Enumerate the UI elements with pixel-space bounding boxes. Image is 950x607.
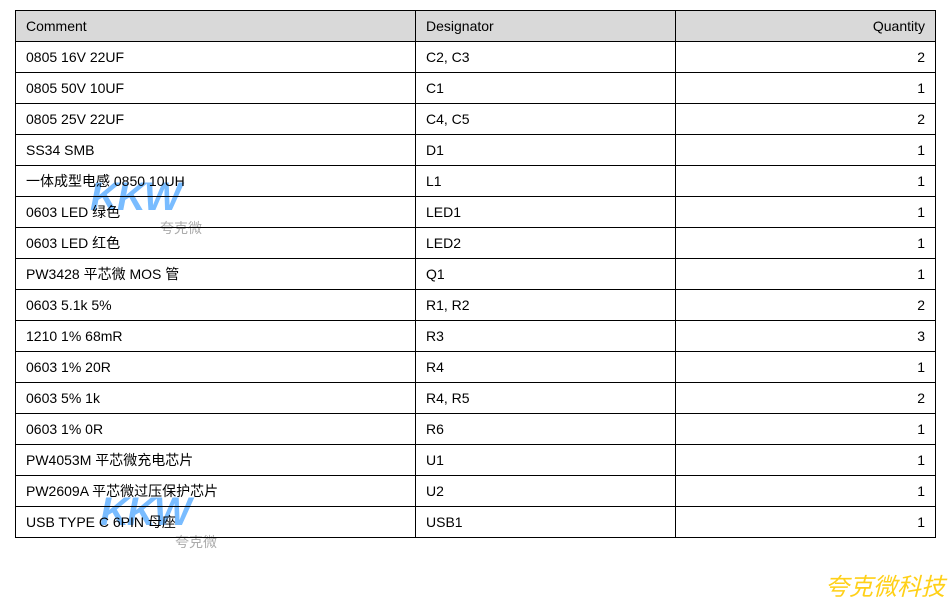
cell-quantity: 1	[676, 507, 936, 538]
cell-quantity: 2	[676, 42, 936, 73]
cell-designator: R4, R5	[416, 383, 676, 414]
cell-quantity: 1	[676, 259, 936, 290]
cell-comment: 0603 LED 绿色	[16, 197, 416, 228]
cell-designator: R1, R2	[416, 290, 676, 321]
cell-comment: 0805 16V 22UF	[16, 42, 416, 73]
cell-comment: 0805 25V 22UF	[16, 104, 416, 135]
watermark-company: 夸克微科技	[825, 567, 945, 602]
cell-comment: 1210 1% 68mR	[16, 321, 416, 352]
cell-comment: 0603 LED 红色	[16, 228, 416, 259]
cell-comment: 0805 50V 10UF	[16, 73, 416, 104]
table-row: 0603 LED 绿色LED11	[16, 197, 936, 228]
table-row: 0603 1% 0RR61	[16, 414, 936, 445]
cell-quantity: 3	[676, 321, 936, 352]
cell-designator: D1	[416, 135, 676, 166]
cell-quantity: 2	[676, 104, 936, 135]
cell-quantity: 1	[676, 445, 936, 476]
cell-designator: L1	[416, 166, 676, 197]
bom-table: Comment Designator Quantity 0805 16V 22U…	[15, 10, 936, 538]
table-row: PW4053M 平芯微充电芯片U11	[16, 445, 936, 476]
cell-quantity: 1	[676, 476, 936, 507]
cell-quantity: 2	[676, 290, 936, 321]
cell-designator: R6	[416, 414, 676, 445]
cell-quantity: 1	[676, 135, 936, 166]
table-row: PW2609A 平芯微过压保护芯片U21	[16, 476, 936, 507]
cell-comment: PW3428 平芯微 MOS 管	[16, 259, 416, 290]
cell-comment: SS34 SMB	[16, 135, 416, 166]
cell-quantity: 1	[676, 228, 936, 259]
cell-quantity: 1	[676, 197, 936, 228]
cell-comment: 0603 5.1k 5%	[16, 290, 416, 321]
table-row: 0603 LED 红色LED21	[16, 228, 936, 259]
cell-comment: 0603 1% 0R	[16, 414, 416, 445]
cell-designator: LED1	[416, 197, 676, 228]
table-row: PW3428 平芯微 MOS 管Q11	[16, 259, 936, 290]
cell-quantity: 1	[676, 166, 936, 197]
table-header-row: Comment Designator Quantity	[16, 11, 936, 42]
table-row: 一体成型电感 0850 10UHL11	[16, 166, 936, 197]
cell-designator: R3	[416, 321, 676, 352]
table-row: 0603 5% 1kR4, R52	[16, 383, 936, 414]
header-comment: Comment	[16, 11, 416, 42]
header-quantity: Quantity	[676, 11, 936, 42]
cell-comment: 0603 1% 20R	[16, 352, 416, 383]
cell-quantity: 1	[676, 73, 936, 104]
table-row: 0603 5.1k 5%R1, R22	[16, 290, 936, 321]
cell-comment: 0603 5% 1k	[16, 383, 416, 414]
cell-designator: C2, C3	[416, 42, 676, 73]
cell-quantity: 1	[676, 414, 936, 445]
cell-comment: USB TYPE C 6PIN 母座	[16, 507, 416, 538]
cell-designator: C4, C5	[416, 104, 676, 135]
table-row: SS34 SMBD11	[16, 135, 936, 166]
table-row: 0805 50V 10UFC11	[16, 73, 936, 104]
cell-designator: C1	[416, 73, 676, 104]
cell-designator: U1	[416, 445, 676, 476]
table-row: 1210 1% 68mRR33	[16, 321, 936, 352]
header-designator: Designator	[416, 11, 676, 42]
bom-table-wrapper: Comment Designator Quantity 0805 16V 22U…	[15, 10, 935, 538]
table-row: 0603 1% 20RR41	[16, 352, 936, 383]
cell-designator: LED2	[416, 228, 676, 259]
cell-comment: PW4053M 平芯微充电芯片	[16, 445, 416, 476]
cell-quantity: 1	[676, 352, 936, 383]
table-body: 0805 16V 22UFC2, C320805 50V 10UFC110805…	[16, 42, 936, 538]
cell-designator: R4	[416, 352, 676, 383]
cell-designator: U2	[416, 476, 676, 507]
cell-quantity: 2	[676, 383, 936, 414]
table-row: USB TYPE C 6PIN 母座USB11	[16, 507, 936, 538]
table-row: 0805 16V 22UFC2, C32	[16, 42, 936, 73]
cell-comment: 一体成型电感 0850 10UH	[16, 166, 416, 197]
cell-comment: PW2609A 平芯微过压保护芯片	[16, 476, 416, 507]
cell-designator: USB1	[416, 507, 676, 538]
cell-designator: Q1	[416, 259, 676, 290]
table-row: 0805 25V 22UFC4, C52	[16, 104, 936, 135]
